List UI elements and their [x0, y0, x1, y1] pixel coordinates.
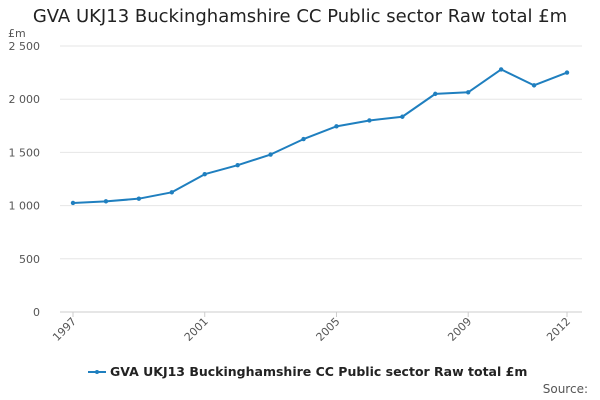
- data-point[interactable]: [400, 114, 405, 119]
- source-label[interactable]: Source:: [542, 382, 588, 396]
- data-point[interactable]: [301, 136, 306, 142]
- data-point[interactable]: [202, 172, 207, 177]
- data-point[interactable]: [564, 70, 570, 75]
- chart-title: GVA UKJ13 Buckinghamshire CC Public sect…: [32, 6, 568, 27]
- y-tick-label: 2 000: [9, 93, 41, 106]
- legend-line-marker-icon: [88, 367, 106, 377]
- data-point[interactable]: [235, 162, 240, 168]
- x-tick-label: 2012: [544, 315, 573, 344]
- y-tick-label: 0: [33, 306, 40, 319]
- data-point[interactable]: [268, 152, 273, 157]
- y-tick-label: 1 000: [9, 200, 41, 213]
- data-point[interactable]: [169, 190, 174, 195]
- legend[interactable]: GVA UKJ13 Buckinghamshire CC Public sect…: [88, 364, 527, 379]
- x-tick-label: 2009: [445, 315, 474, 344]
- x-tick-label: 1997: [50, 315, 79, 344]
- data-point[interactable]: [433, 91, 438, 97]
- data-point[interactable]: [70, 200, 76, 206]
- data-point[interactable]: [136, 196, 142, 201]
- data-point[interactable]: [103, 199, 109, 204]
- data-point[interactable]: [367, 118, 372, 123]
- data-point[interactable]: [334, 124, 339, 129]
- series-line: [72, 68, 568, 204]
- data-point[interactable]: [498, 67, 504, 72]
- legend-label: GVA UKJ13 Buckinghamshire CC Public sect…: [110, 364, 528, 379]
- y-tick-label: 500: [19, 253, 40, 266]
- data-point[interactable]: [531, 83, 537, 88]
- data-point[interactable]: [466, 90, 471, 95]
- x-tick-label: 2005: [314, 315, 343, 344]
- x-tick-label: 2001: [182, 315, 211, 344]
- y-tick-label: 2 500: [9, 40, 41, 53]
- y-axis-unit-label: £m: [8, 27, 26, 40]
- y-tick-label: 1 500: [9, 146, 41, 159]
